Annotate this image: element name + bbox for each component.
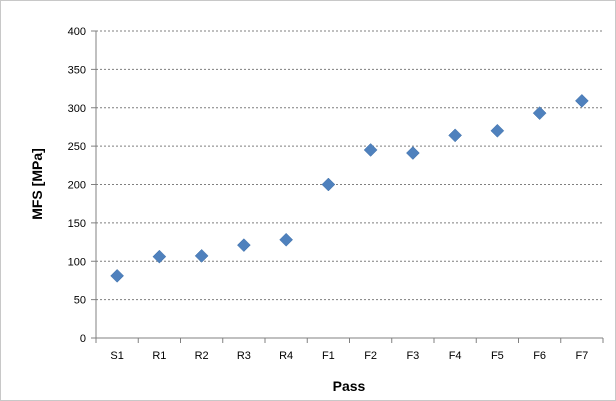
x-tick-label: R1 <box>152 350 166 362</box>
data-point <box>110 268 124 283</box>
data-point <box>363 143 378 157</box>
x-tick-labels: S1 R1 R2 R3 R4 F1 F2 F3 F4 F5 F6 F7 <box>110 350 588 362</box>
x-tick-label: F2 <box>364 350 377 362</box>
x-tick-label: S1 <box>110 350 123 362</box>
axes <box>91 30 604 343</box>
x-tick-label: R2 <box>195 350 209 362</box>
y-tick-label: 50 <box>74 295 86 307</box>
x-tick-label: F1 <box>322 350 335 362</box>
data-point <box>279 232 293 247</box>
y-tick-labels: 0 50 100 150 200 250 300 350 400 <box>68 26 86 345</box>
data-point <box>237 238 251 252</box>
x-tick-label: F7 <box>575 350 588 362</box>
y-tick-label: 250 <box>68 141 86 153</box>
gridlines <box>96 30 603 301</box>
x-tick-label: F4 <box>449 350 462 362</box>
data-point <box>152 249 167 264</box>
x-tick-label: F3 <box>406 350 419 362</box>
y-tick-label: 350 <box>68 64 86 76</box>
y-tick-label: 100 <box>68 256 86 268</box>
data-point <box>490 123 505 138</box>
data-points <box>110 93 589 283</box>
x-tick-label: F5 <box>491 350 504 362</box>
y-tick-label: 150 <box>68 218 86 230</box>
data-point <box>448 128 462 143</box>
data-point <box>532 106 547 120</box>
data-point <box>406 146 420 160</box>
x-tick-label: F6 <box>533 350 546 362</box>
data-point <box>575 93 589 108</box>
y-tick-label: 0 <box>80 333 86 345</box>
y-tick-label: 400 <box>68 26 86 38</box>
y-axis-title: MFS [MPa] <box>29 148 45 220</box>
y-tick-label: 200 <box>68 180 86 192</box>
x-tick-label: R3 <box>237 350 251 362</box>
x-axis-title: Pass <box>333 378 366 394</box>
data-point <box>194 249 209 263</box>
data-point <box>321 177 336 192</box>
x-tick-label: R4 <box>279 350 293 362</box>
y-tick-label: 300 <box>68 103 86 115</box>
